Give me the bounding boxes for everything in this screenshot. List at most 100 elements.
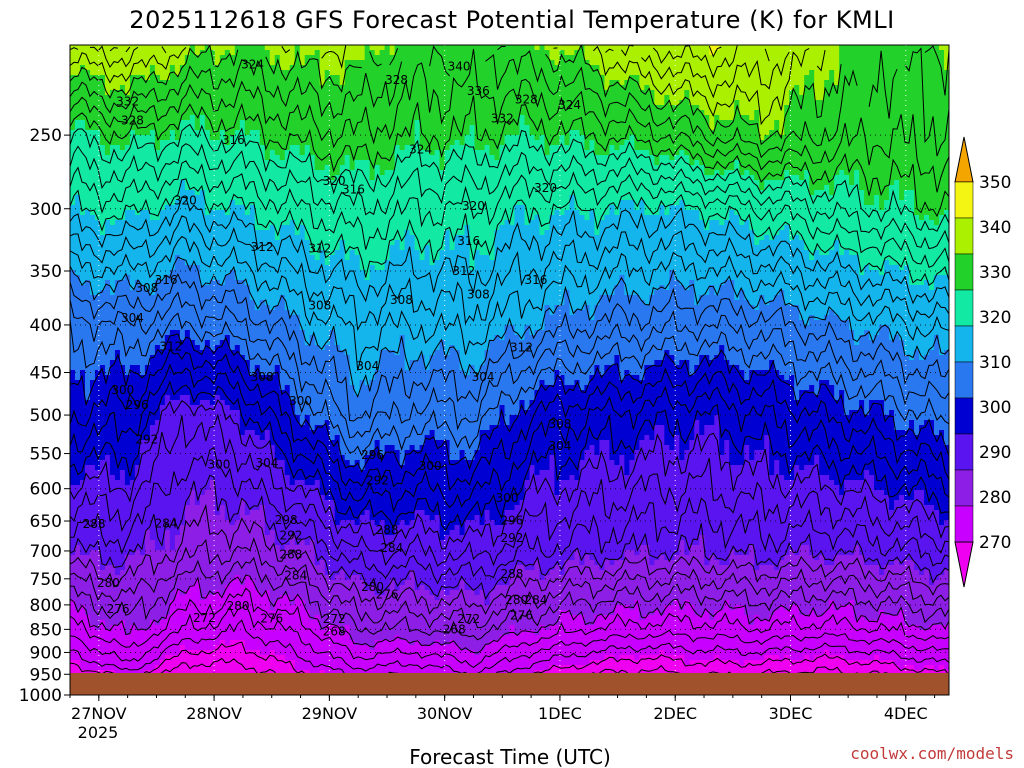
- color-fill-cell: [574, 550, 581, 556]
- color-fill-cell: [779, 655, 785, 661]
- color-fill-cell: [814, 250, 820, 256]
- color-fill-cell: [189, 585, 201, 591]
- color-fill-cell: [164, 275, 201, 281]
- color-fill-cell: [414, 570, 516, 576]
- color-fill-cell: [70, 625, 96, 631]
- color-fill-cell: [159, 620, 321, 626]
- color-fill-cell: [329, 435, 336, 441]
- color-fill-cell: [344, 255, 351, 261]
- color-fill-cell: [259, 300, 266, 306]
- color-fill-cell: [779, 125, 785, 131]
- color-fill-cell: [934, 285, 949, 291]
- color-fill-cell: [539, 470, 556, 476]
- color-fill-cell: [164, 400, 191, 406]
- color-fill-cell: [449, 345, 456, 351]
- color-fill-cell: [469, 255, 476, 261]
- color-fill-cell: [834, 390, 840, 396]
- y-tick-label: 900: [30, 643, 62, 663]
- color-fill-cell: [364, 510, 371, 516]
- color-fill-cell: [489, 145, 501, 151]
- color-fill-cell: [894, 425, 910, 431]
- color-fill-cell: [194, 125, 201, 131]
- color-fill-cell: [434, 150, 441, 156]
- color-fill-cell: [89, 285, 106, 291]
- color-fill-cell: [509, 420, 695, 426]
- color-fill-cell: [70, 235, 276, 241]
- color-fill-cell: [174, 265, 201, 271]
- contour-label: 300: [419, 459, 442, 473]
- color-fill-cell: [474, 455, 551, 461]
- color-fill-cell: [124, 560, 316, 566]
- contour-label: 272: [193, 611, 216, 625]
- color-fill-cell: [649, 150, 680, 156]
- color-fill-cell: [739, 660, 745, 666]
- color-fill-cell: [299, 230, 306, 236]
- color-fill-cell: [139, 550, 146, 556]
- color-fill-cell: [139, 450, 276, 456]
- color-fill-cell: [419, 355, 426, 361]
- color-fill-cell: [744, 370, 750, 376]
- color-fill-cell: [374, 375, 556, 381]
- color-fill-cell: [699, 540, 705, 546]
- color-fill-cell: [70, 365, 101, 371]
- color-fill-cell: [124, 365, 131, 371]
- color-fill-cell: [289, 480, 296, 486]
- color-fill-cell: [624, 80, 640, 86]
- color-fill-cell: [684, 655, 715, 661]
- color-fill-cell: [539, 630, 949, 636]
- color-fill-cell: [744, 660, 895, 666]
- color-fill-cell: [909, 270, 949, 276]
- color-fill-cell: [509, 575, 541, 581]
- color-fill-cell: [559, 210, 566, 216]
- color-fill-cell: [819, 250, 830, 256]
- color-fill-cell: [489, 345, 720, 351]
- color-fill-cell: [79, 195, 181, 201]
- color-fill-cell: [319, 55, 366, 61]
- color-fill-cell: [889, 330, 949, 336]
- color-fill-cell: [514, 330, 526, 336]
- color-fill-cell: [879, 325, 890, 331]
- color-fill-cell: [459, 450, 466, 456]
- color-fill-cell: [559, 50, 566, 56]
- color-fill-cell: [349, 575, 361, 581]
- color-fill-cell: [619, 360, 655, 366]
- color-fill-cell: [239, 415, 301, 421]
- color-fill-cell: [224, 280, 246, 286]
- color-fill-cell: [70, 270, 76, 276]
- color-fill-cell: [854, 550, 860, 556]
- isotherm-line: [70, 143, 949, 250]
- color-fill-cell: [899, 335, 935, 341]
- color-fill-cell: [70, 515, 186, 521]
- color-fill-cell: [179, 395, 191, 401]
- color-fill-cell: [834, 605, 840, 611]
- color-fill-cell: [314, 555, 576, 561]
- color-fill-cell: [289, 310, 546, 316]
- color-fill-cell: [844, 390, 949, 396]
- color-fill-cell: [449, 445, 481, 451]
- color-fill-cell: [694, 295, 700, 301]
- color-fill-cell: [524, 220, 531, 226]
- color-fill-cell: [269, 50, 296, 56]
- color-fill-cell: [454, 640, 491, 646]
- color-fill-cell: [284, 385, 291, 391]
- color-fill-cell: [354, 390, 361, 396]
- color-fill-cell: [524, 400, 531, 406]
- color-fill-cell: [834, 600, 850, 606]
- color-fill-cell: [754, 550, 790, 556]
- color-fill-cell: [439, 250, 471, 256]
- color-fill-cell: [104, 225, 256, 231]
- colorbar-label: 330: [979, 263, 1011, 283]
- color-fill-cell: [70, 420, 156, 426]
- color-fill-cell: [349, 255, 361, 261]
- color-fill-cell: [514, 205, 526, 211]
- color-fill-cell: [599, 450, 610, 456]
- color-fill-cell: [774, 295, 785, 301]
- color-fill-cell: [689, 155, 949, 161]
- color-fill-cell: [70, 340, 166, 346]
- color-fill-cell: [334, 520, 341, 526]
- color-fill-cell: [794, 475, 830, 481]
- color-fill-cell: [70, 165, 316, 171]
- color-fill-cell: [70, 330, 171, 336]
- isotherm-line: [70, 503, 949, 615]
- color-fill-cell: [639, 295, 650, 301]
